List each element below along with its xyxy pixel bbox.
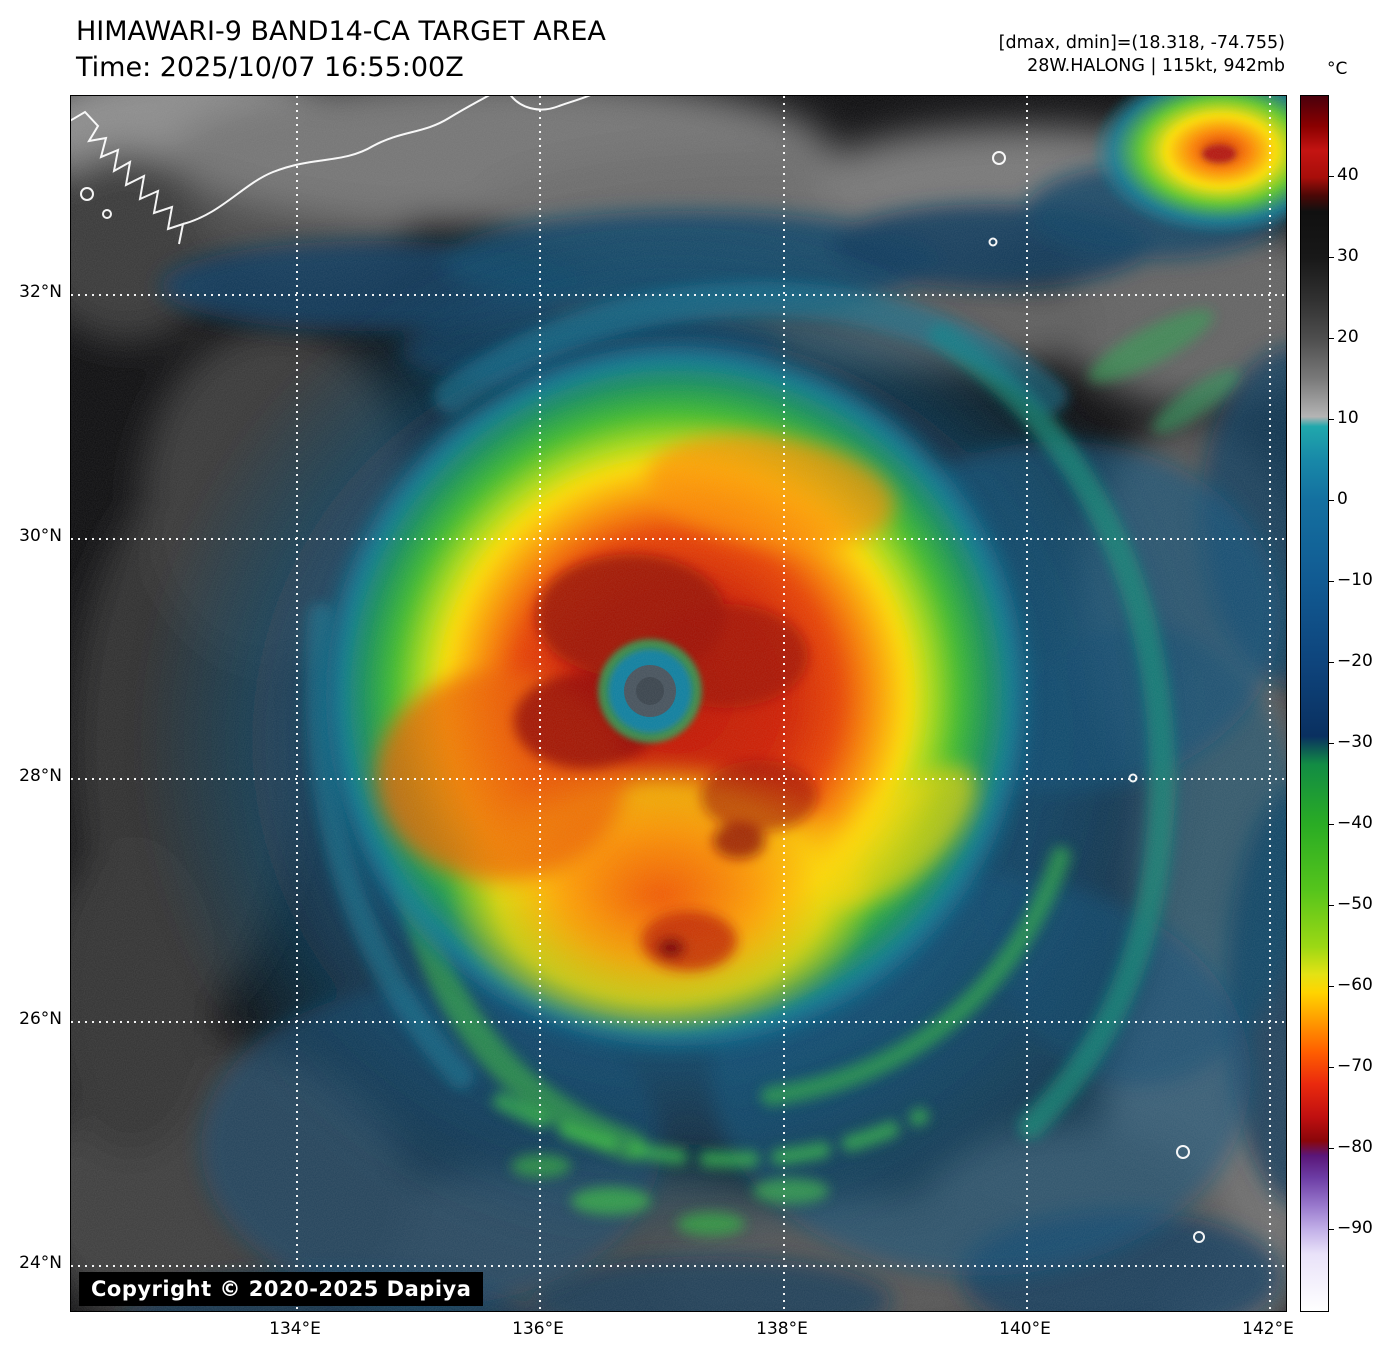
colorbar-tick-label: −90: [1337, 1218, 1373, 1238]
time-label: Time: 2025/10/07 16:55:00Z: [76, 52, 464, 83]
colorbar-tick-label: 20: [1337, 327, 1359, 347]
figure-title: HIMAWARI-9 BAND14-CA TARGET AREA: [76, 16, 606, 47]
colorbar-tick-mark: [1329, 338, 1334, 339]
colorbar-tick-mark: [1329, 743, 1334, 744]
colorbar-tick-mark: [1329, 905, 1334, 906]
colorbar-tick-label: 40: [1337, 165, 1359, 185]
satellite-map-panel: Copyright © 2020-2025 Dapiya: [70, 95, 1287, 1312]
colorbar-tick-mark: [1329, 581, 1334, 582]
colorbar-tick-mark: [1329, 986, 1334, 987]
colorbar-tick-mark: [1329, 419, 1334, 420]
colorbar-tick-label: 10: [1337, 408, 1359, 428]
colorbar-tick-mark: [1329, 176, 1334, 177]
colorbar-tick-label: −60: [1337, 975, 1373, 995]
colorbar-tick-label: −70: [1337, 1056, 1373, 1076]
satellite-ir-image: [71, 96, 1286, 1311]
lon-axis-label: 138°E: [756, 1319, 808, 1339]
colorbar-unit-label: °C: [1327, 59, 1348, 79]
colorbar-tick-mark: [1329, 1067, 1334, 1068]
storm-info-label: 28W.HALONG | 115kt, 942mb: [1027, 56, 1285, 76]
lon-axis-label: 136°E: [512, 1319, 564, 1339]
colorbar-tick-label: −80: [1337, 1137, 1373, 1157]
sensor-noise-overlay: [71, 96, 1286, 1311]
lat-axis-label: 30°N: [19, 526, 62, 547]
colorbar-tick-label: 0: [1337, 489, 1348, 509]
colorbar-tick-label: −30: [1337, 732, 1373, 752]
lon-axis-label: 140°E: [999, 1319, 1051, 1339]
colorbar-tick-mark: [1329, 1148, 1334, 1149]
colorbar-tick-mark: [1329, 662, 1334, 663]
temperature-colorbar: [1300, 95, 1329, 1312]
lat-axis-label: 28°N: [19, 765, 62, 786]
lon-axis-label: 134°E: [269, 1319, 321, 1339]
coastline: [71, 96, 1205, 1243]
colorbar-tick-mark: [1329, 500, 1334, 501]
colorbar-tick-label: −20: [1337, 651, 1373, 671]
colorbar-tick-mark: [1329, 824, 1334, 825]
colorbar-tick-label: 30: [1337, 246, 1359, 266]
lat-axis-label: 32°N: [19, 282, 62, 303]
colorbar-tick-mark: [1329, 257, 1334, 258]
lat-axis-label: 26°N: [19, 1008, 62, 1029]
dmax-dmin-label: [dmax, dmin]=(18.318, -74.755): [998, 33, 1285, 53]
lat-axis-label: 24°N: [19, 1252, 62, 1273]
colorbar-tick-label: −50: [1337, 894, 1373, 914]
lon-axis-label: 142°E: [1242, 1319, 1294, 1339]
colorbar-tick-label: −40: [1337, 813, 1373, 833]
colorbar-tick-label: −10: [1337, 570, 1373, 590]
copyright-label: Copyright © 2020-2025 Dapiya: [79, 1272, 484, 1306]
colorbar-tick-mark: [1329, 1229, 1334, 1230]
